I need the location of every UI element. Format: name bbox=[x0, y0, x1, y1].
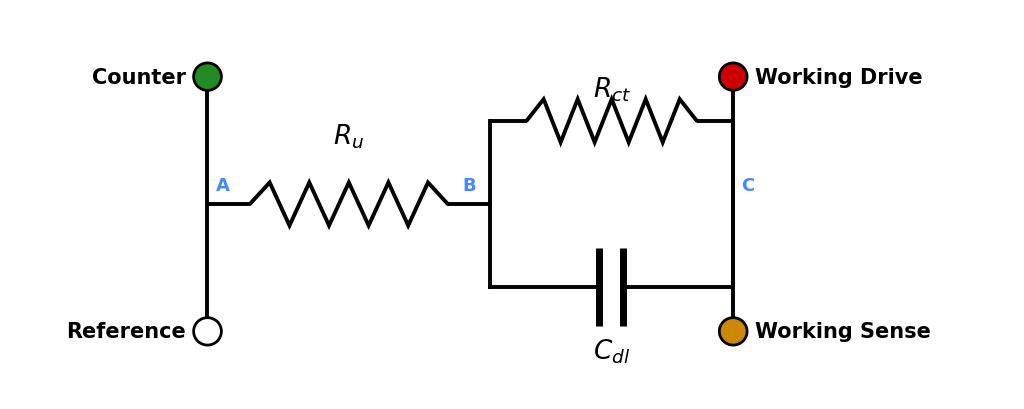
Text: Reference: Reference bbox=[66, 321, 185, 342]
Text: $R_u$: $R_u$ bbox=[333, 122, 365, 151]
Text: A: A bbox=[215, 177, 229, 195]
Circle shape bbox=[194, 318, 221, 345]
Text: C: C bbox=[741, 177, 755, 195]
Text: Counter: Counter bbox=[92, 67, 185, 88]
Text: B: B bbox=[463, 177, 476, 195]
Circle shape bbox=[194, 64, 221, 91]
Circle shape bbox=[719, 64, 748, 91]
Text: $C_{dl}$: $C_{dl}$ bbox=[593, 337, 630, 365]
Circle shape bbox=[719, 318, 748, 345]
Text: Working Sense: Working Sense bbox=[755, 321, 931, 342]
Text: $R_{ct}$: $R_{ct}$ bbox=[593, 75, 631, 104]
Text: Working Drive: Working Drive bbox=[755, 67, 923, 88]
